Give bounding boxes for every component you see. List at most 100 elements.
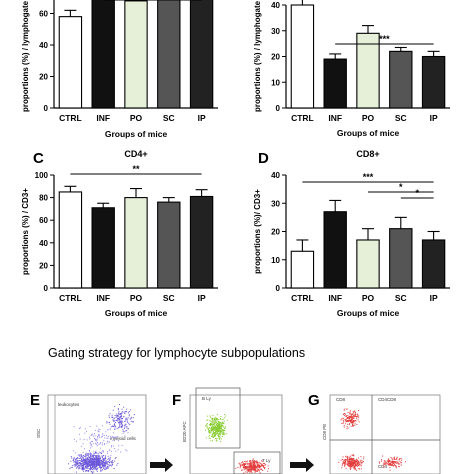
flow-event-dot — [83, 460, 85, 462]
flow-event-dot — [84, 462, 86, 464]
flow-event-dot — [346, 420, 348, 422]
flow-event-dot — [90, 434, 92, 436]
flow-event-dot — [221, 426, 223, 428]
flow-event-dot — [218, 428, 220, 430]
flow-event-dot — [98, 455, 100, 457]
flow-event-dot — [212, 426, 214, 428]
flow-event-dot — [395, 465, 397, 467]
flow-event-dot — [254, 460, 256, 462]
flow-event-dot — [84, 453, 86, 455]
flow-event-dot — [223, 432, 225, 434]
flow-event-dot — [391, 460, 393, 462]
flow-event-dot — [93, 471, 95, 473]
flow-event-dot — [351, 458, 353, 460]
flow-event-dot — [358, 460, 360, 462]
flow-event-dot — [246, 467, 248, 469]
y-tick-label: 40 — [39, 41, 48, 50]
flow-event-dot — [398, 460, 400, 462]
flow-event-dot — [248, 466, 250, 468]
flow-event-dot — [212, 415, 214, 417]
flow-event-dot — [354, 410, 356, 412]
flow-event-dot — [344, 413, 346, 415]
flow-event-dot — [354, 468, 356, 470]
flow-event-dot — [259, 466, 261, 468]
flow-event-dot — [96, 425, 98, 427]
flow-event-dot — [108, 462, 110, 464]
flow-event-dot — [356, 463, 358, 465]
flow-event-dot — [86, 465, 88, 467]
flow-event-dot — [75, 463, 77, 465]
flow-event-dot — [216, 424, 218, 426]
flow-event-dot — [97, 454, 99, 456]
flow-label-cd8: CD8 — [336, 397, 345, 402]
flow-arrow-fg[interactable] — [290, 458, 314, 472]
flow-event-dot — [354, 466, 356, 468]
flow-event-dot — [83, 458, 85, 460]
flow-event-dot — [224, 428, 226, 430]
flow-event-dot — [356, 413, 358, 415]
flow-event-dot — [215, 429, 217, 431]
flow-event-dot — [394, 458, 396, 460]
flow-event-dot — [91, 455, 93, 457]
flow-event-dot — [221, 431, 223, 433]
flow-event-dot — [392, 459, 394, 461]
flow-event-dot — [389, 469, 391, 471]
flow-event-dot — [347, 457, 349, 459]
flow-event-dot — [92, 443, 94, 445]
flow-event-dot — [209, 420, 211, 422]
flow-event-dot — [389, 467, 391, 469]
flow-event-dot — [88, 468, 90, 470]
flow-event-dot — [213, 430, 215, 432]
flow-event-dot — [78, 467, 80, 469]
flow-event-dot — [358, 415, 360, 417]
flow-event-dot — [220, 428, 222, 430]
flow-event-dot — [124, 412, 126, 414]
flow-event-dot — [96, 464, 98, 466]
flow-event-dot — [252, 469, 254, 471]
flow-event-dot — [124, 410, 126, 412]
flow-event-dot — [96, 464, 98, 466]
flow-event-dot — [249, 469, 251, 471]
flow-event-dot — [83, 454, 85, 456]
flow-event-dot — [73, 460, 75, 462]
flow-event-dot — [351, 420, 353, 422]
flow-event-dot — [219, 432, 221, 434]
flow-event-dot — [346, 463, 348, 465]
y-axis-label: proportions (%) / lymphogate — [253, 0, 262, 112]
flow-event-dot — [98, 463, 100, 465]
flow-event-dot — [210, 431, 212, 433]
flow-event-dot — [358, 464, 360, 466]
flow-event-dot — [125, 449, 127, 451]
flow-event-dot — [225, 415, 227, 417]
flow-event-dot — [353, 467, 355, 469]
flow-event-dot — [86, 462, 88, 464]
flow-event-dot — [92, 466, 94, 468]
flow-event-dot — [77, 456, 79, 458]
flow-event-dot — [86, 465, 88, 467]
flow-event-dot — [92, 467, 94, 469]
flow-event-dot — [103, 462, 105, 464]
flow-event-dot — [110, 465, 112, 467]
flow-event-dot — [111, 416, 113, 418]
flow-event-dot — [96, 468, 98, 470]
flow-event-dot — [109, 458, 111, 460]
flow-event-dot — [114, 437, 116, 439]
flow-event-dot — [347, 465, 349, 467]
flow-event-dot — [70, 466, 72, 468]
flow-arrow-ef[interactable] — [150, 458, 173, 472]
flow-event-dot — [222, 430, 224, 432]
flow-event-dot — [217, 428, 219, 430]
flow-event-dot — [82, 452, 84, 454]
flow-event-dot — [360, 460, 362, 462]
flow-event-dot — [382, 455, 384, 457]
flow-event-dot — [91, 457, 93, 459]
bar-sc — [157, 0, 181, 109]
flow-event-dot — [87, 458, 89, 460]
flow-event-dot — [104, 457, 106, 459]
flow-event-dot — [75, 458, 77, 460]
flow-event-dot — [399, 458, 401, 460]
bar-po — [124, 0, 148, 109]
flow-event-dot — [246, 462, 248, 464]
flow-event-dot — [106, 435, 108, 437]
flow-event-dot — [82, 456, 84, 458]
